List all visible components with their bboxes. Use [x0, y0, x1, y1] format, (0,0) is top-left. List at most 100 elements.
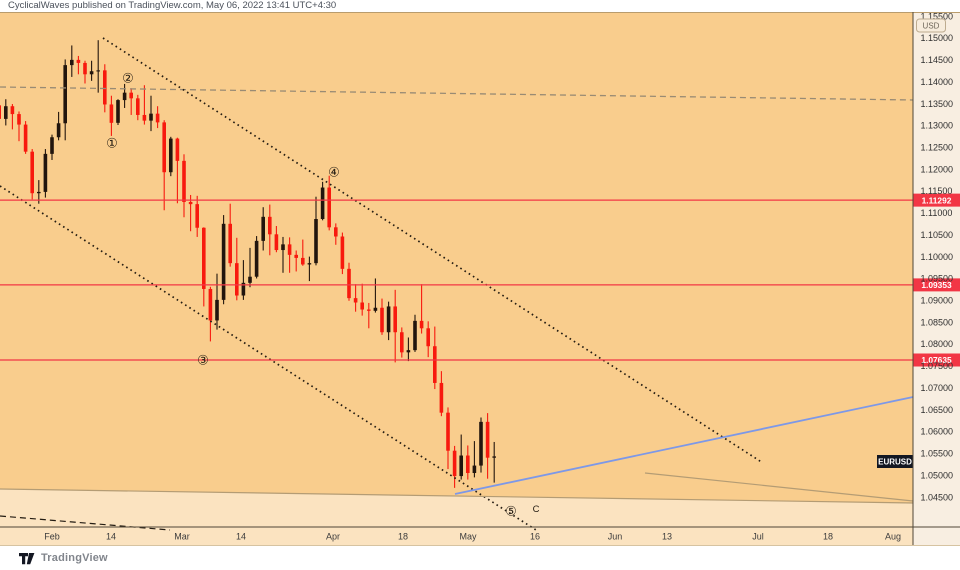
wave-label-⑤[interactable]: ⑤ [505, 504, 517, 519]
price-tick-label: 1.07500 [921, 361, 954, 371]
price-tick-label: 1.10500 [921, 230, 954, 240]
trendline-channel-upper-dotted[interactable] [102, 37, 764, 464]
tradingview-logo-icon[interactable] [18, 552, 35, 565]
candle-body [188, 201, 193, 205]
time-tick-label: Feb [44, 532, 60, 542]
attribution-bar: CyclicalWaves published on TradingView.c… [0, 0, 960, 12]
candle-body [4, 106, 8, 119]
candle-body [373, 307, 378, 311]
price-line-badge [913, 278, 960, 292]
time-tick-label: 14 [236, 532, 246, 542]
candle-body [175, 138, 180, 161]
candle-body [10, 106, 15, 115]
candle-body [268, 216, 272, 235]
time-tick-label: Jun [608, 532, 623, 542]
candle-body [202, 227, 206, 289]
candle-body [287, 244, 292, 255]
price-tick-label: 1.15500 [921, 11, 954, 21]
wave-label-③[interactable]: ③ [197, 353, 209, 368]
time-tick-label: 13 [662, 532, 672, 542]
candle-body [142, 114, 147, 121]
price-line-badge [913, 353, 960, 367]
time-tick-label: Mar [174, 532, 190, 542]
candle-body [261, 216, 265, 241]
candle-body [248, 276, 252, 283]
price-tick-label: 1.06500 [921, 405, 954, 415]
trendline-gray-dashed-resistance[interactable] [0, 86, 914, 101]
price-line-badge-value: 1.09353 [921, 280, 952, 290]
trendline-support-upper-tan[interactable] [644, 472, 914, 502]
tradingview-brand-text[interactable]: TradingView [41, 552, 108, 564]
price-tick-label: 1.14000 [921, 77, 954, 87]
currency-button-box[interactable] [916, 18, 946, 33]
candle-body [466, 455, 470, 474]
candle-body [76, 59, 81, 63]
candle-body [347, 268, 351, 299]
wave-labels-layer: ① ② ③ ④ ⑤ C [106, 71, 539, 519]
candle-body [353, 298, 358, 303]
candle-body [485, 421, 490, 458]
time-tick-label: Apr [326, 532, 340, 542]
price-tick-label: 1.09000 [921, 296, 954, 306]
candle-body [136, 98, 140, 115]
candle-body [56, 123, 61, 138]
price-tick-label: 1.13500 [921, 99, 954, 109]
candle-body [235, 263, 239, 296]
candle-body [228, 223, 232, 264]
price-line-badge-value: 1.07635 [921, 355, 952, 365]
support-zone-band [0, 489, 913, 527]
price-tick-label: 1.04500 [921, 492, 954, 502]
candle-body [386, 306, 391, 333]
price-tick-label: 1.09500 [921, 274, 954, 284]
candle-body [169, 138, 173, 173]
candle-body [307, 263, 312, 265]
candle-body [413, 320, 417, 351]
symbol-badge: EURUSD [877, 455, 913, 468]
price-tick-label: 1.10000 [921, 252, 954, 262]
time-tick-label: 18 [823, 532, 833, 542]
candle-body [314, 219, 318, 264]
price-tick-label: 1.11000 [921, 208, 953, 218]
trendline-support-lower-tan[interactable] [0, 488, 914, 504]
candle-body [155, 113, 160, 123]
candle-body [340, 236, 345, 269]
trendline-channel-lower-dotted[interactable] [0, 185, 537, 531]
chart-plot-area[interactable] [0, 12, 913, 527]
time-axis-strip[interactable] [0, 527, 913, 545]
candle-body [406, 350, 411, 353]
candle-body [37, 191, 41, 194]
candle-body [23, 124, 28, 152]
candle-body [50, 137, 54, 154]
candle-body [17, 114, 21, 125]
candle-body [400, 332, 404, 353]
price-tick-label: 1.05500 [921, 449, 954, 459]
currency-button[interactable]: USD [916, 18, 946, 33]
candle-body [492, 456, 496, 458]
candle-body [327, 187, 331, 228]
wave-label-①[interactable]: ① [106, 136, 118, 151]
candle-body [274, 234, 279, 251]
currency-button-label[interactable]: USD [923, 22, 940, 31]
price-tick-label: 1.14500 [921, 55, 954, 65]
wave-label-④[interactable]: ④ [328, 165, 340, 180]
price-tick-label: 1.15000 [921, 33, 954, 43]
candle-body [459, 455, 463, 477]
price-tick-label: 1.12500 [921, 143, 954, 153]
price-tick-label: 1.06000 [921, 427, 954, 437]
candle-body [96, 70, 100, 72]
wave-label-C[interactable]: C [533, 504, 540, 515]
time-tick-label: May [459, 532, 477, 542]
candle-body [426, 328, 430, 347]
trendline-bottom-left-dashed[interactable] [0, 515, 171, 531]
candle-body [320, 187, 325, 220]
candle-body [301, 257, 305, 265]
candle-body [452, 450, 457, 477]
candle-body [89, 71, 94, 75]
trendline-projection-blue[interactable] [454, 396, 914, 495]
symbol-badge-label: EURUSD [878, 458, 912, 467]
candle-body [221, 223, 226, 300]
price-tick-label: 1.07000 [921, 383, 954, 393]
wave-label-②[interactable]: ② [122, 71, 134, 86]
candle-body [334, 227, 338, 237]
